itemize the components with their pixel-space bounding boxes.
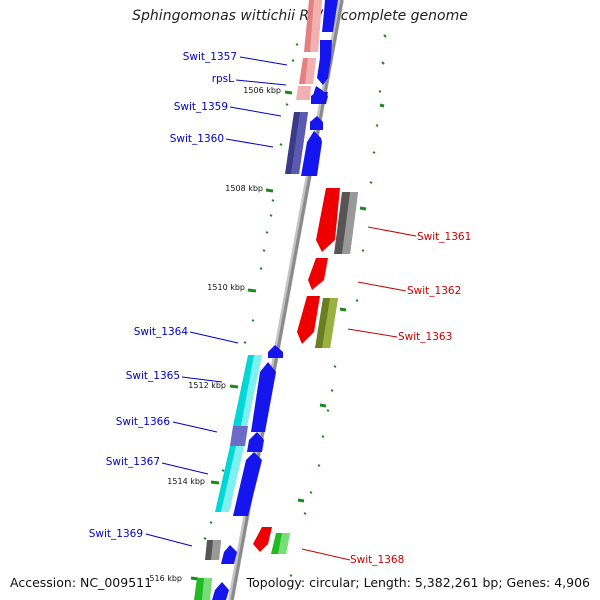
gene-box [310,0,322,52]
gene-label-group: Swit_1357 rpsL Swit_1359 Swit_1360 Swit_… [89,51,472,566]
gene-label[interactable]: Swit_1362 [407,285,461,297]
gene-arrow [268,345,283,358]
gene-label[interactable]: Swit_1369 [89,528,143,540]
gene-label[interactable]: Swit_1361 [417,231,471,243]
gene-label[interactable]: Swit_1359 [174,101,228,113]
gene-arrow [316,188,340,252]
kbp-label: 1506 kbp [243,86,281,95]
kbp-label: 1514 kbp [167,477,205,486]
gene-label[interactable]: Swit_1363 [398,331,452,343]
kbp-label-group: 1506 kbp 1508 kbp 1510 kbp 1512 kbp 1514… [149,86,281,583]
gene-arrow [253,527,272,552]
gene-box [278,533,290,554]
gene-arrow [221,545,237,564]
gene-box [202,578,212,600]
gene-arrow [312,86,328,104]
gene-box [322,298,338,348]
gene-arrow [247,432,264,452]
gene-label[interactable]: rpsL [212,73,234,85]
forward-genes [212,0,338,600]
gene-label[interactable]: Swit_1360 [170,133,224,145]
forward-colored-genes [194,0,322,600]
map-title: Sphingomonas wittichii RW1, complete gen… [132,8,468,24]
gene-arrow [317,40,332,85]
gene-box [291,112,308,174]
tick-track-inner [203,43,299,540]
gene-box [241,355,262,426]
label-leaders [145,56,417,561]
gene-arrow [297,296,320,344]
gene-arrow [310,116,323,130]
gene-label[interactable]: Swit_1357 [183,51,237,63]
gene-label[interactable]: Swit_1366 [116,416,171,428]
kbp-major-ticks [190,90,385,581]
kbp-label: 1512 kbp [188,381,226,390]
gene-box [211,540,221,560]
gene-label[interactable]: Swit_1368 [350,554,404,566]
kbp-label: 1510 kbp [207,283,245,292]
gene-box [230,426,248,446]
kbp-label: 1508 kbp [225,184,263,193]
gene-box [305,58,316,84]
tick-track-outer [355,34,387,302]
gene-arrow [301,131,322,176]
reverse-genes [253,188,358,554]
gene-box [342,192,358,254]
gene-arrow [233,452,262,516]
gene-box [296,86,311,100]
gene-label[interactable]: Swit_1365 [126,370,180,382]
gene-arrow [322,0,338,32]
gene-label[interactable]: Swit_1367 [106,456,160,468]
tick-track-lower [289,365,337,577]
gene-arrow [212,582,229,600]
accession-label: Accession: NC_009511 [10,575,153,590]
gene-box [221,446,244,512]
genome-summary: Topology: circular; Length: 5,382,261 bp… [246,575,590,590]
kbp-label: 516 kbp [149,574,182,583]
gene-label[interactable]: Swit_1364 [134,326,189,338]
gene-arrow [251,362,276,432]
gene-arrow [308,258,328,290]
